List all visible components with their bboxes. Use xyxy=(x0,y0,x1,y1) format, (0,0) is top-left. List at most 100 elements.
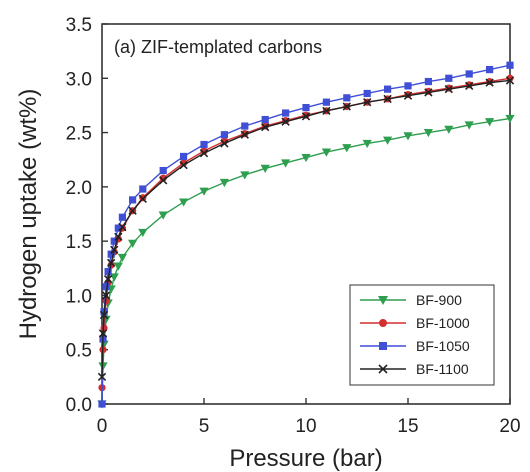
data-point xyxy=(199,149,209,158)
legend-item: BF-1050 xyxy=(360,338,470,354)
legend-label: BF-1050 xyxy=(416,338,470,354)
data-point xyxy=(281,159,291,168)
data-point xyxy=(240,171,250,180)
data-point xyxy=(139,185,147,193)
data-point xyxy=(113,262,123,271)
data-point xyxy=(445,74,453,82)
data-point xyxy=(282,109,290,117)
data-point xyxy=(423,128,433,138)
data-point xyxy=(99,310,109,320)
data-point xyxy=(383,136,393,145)
legend-label: BF-1000 xyxy=(416,315,470,331)
data-point xyxy=(363,89,371,98)
y-tick-label: 1.5 xyxy=(66,232,92,253)
data-point xyxy=(110,237,118,245)
data-point xyxy=(404,82,412,90)
y-tick-label: 3.5 xyxy=(66,15,92,36)
data-point xyxy=(180,152,188,161)
legend-marker xyxy=(379,342,387,350)
data-point xyxy=(363,98,372,107)
legend-label: BF-900 xyxy=(416,292,462,308)
data-point xyxy=(138,228,148,238)
x-axis-title: Pressure (bar) xyxy=(229,445,382,472)
x-tick-label: 5 xyxy=(199,416,210,437)
data-point xyxy=(322,106,331,116)
data-point xyxy=(505,76,515,85)
x-tick-label: 10 xyxy=(295,416,316,437)
data-point xyxy=(384,85,392,93)
data-point xyxy=(220,139,229,148)
x-tick-label: 15 xyxy=(397,416,418,437)
data-point xyxy=(159,176,168,185)
data-point xyxy=(118,222,127,232)
data-point xyxy=(342,102,351,111)
legend-item: BF-900 xyxy=(360,292,462,308)
data-point xyxy=(321,148,331,157)
data-point xyxy=(465,81,474,91)
data-point xyxy=(424,77,432,86)
data-point xyxy=(107,258,116,268)
data-point xyxy=(199,187,209,196)
data-point xyxy=(403,132,413,141)
data-point xyxy=(97,372,107,382)
series-bf-1050 xyxy=(98,61,514,408)
data-point xyxy=(179,160,188,170)
data-point xyxy=(424,88,433,97)
data-point xyxy=(261,122,270,132)
data-point xyxy=(486,66,494,74)
data-point xyxy=(99,340,109,349)
data-point xyxy=(102,283,110,291)
data-point xyxy=(302,104,310,112)
y-tick-label: 2.5 xyxy=(66,124,92,145)
data-point xyxy=(506,61,514,69)
data-point xyxy=(128,206,137,215)
data-point xyxy=(383,94,392,104)
data-point xyxy=(464,121,474,130)
data-point xyxy=(465,70,473,78)
data-point xyxy=(159,174,167,182)
legend-marker xyxy=(379,319,387,327)
data-point xyxy=(103,274,113,284)
data-point xyxy=(129,196,137,204)
x-tick-label: 0 xyxy=(97,416,108,437)
series-bf-1100 xyxy=(97,76,515,382)
data-point xyxy=(158,211,168,220)
data-point xyxy=(343,94,351,102)
data-point xyxy=(485,118,495,127)
data-point xyxy=(98,400,106,408)
x-tick-label: 20 xyxy=(499,416,520,437)
y-tick-label: 1.0 xyxy=(66,286,92,307)
data-point xyxy=(114,224,122,232)
data-point xyxy=(98,329,108,338)
data-point xyxy=(110,245,119,254)
data-point xyxy=(485,78,494,87)
data-point xyxy=(403,91,413,100)
data-point xyxy=(220,131,228,139)
data-point xyxy=(200,140,208,149)
data-point xyxy=(301,112,311,121)
y-tick-label: 0.5 xyxy=(66,341,92,362)
axis-ticks: 0 5 10 15 20 0.0 0.5 1.0 1.5 2.0 2.5 3.0 3.5 xyxy=(66,15,521,437)
data-point xyxy=(118,213,126,221)
data-point xyxy=(322,98,330,106)
y-tick-label: 3.0 xyxy=(66,69,92,90)
data-point xyxy=(219,178,229,188)
data-point xyxy=(240,130,249,139)
series-layer xyxy=(97,61,515,409)
data-point xyxy=(444,125,454,134)
data-point xyxy=(281,117,290,126)
data-point xyxy=(241,122,249,130)
data-point xyxy=(505,114,515,124)
data-point xyxy=(138,194,147,203)
legend-marker xyxy=(378,364,388,374)
legend-marker xyxy=(378,296,388,305)
data-point xyxy=(301,153,311,163)
data-point xyxy=(362,139,372,149)
annotation-label: (a) ZIF-templated carbons xyxy=(114,37,322,57)
y-tick-label: 0.0 xyxy=(66,395,92,416)
data-point xyxy=(107,250,115,258)
legend-item: BF-1000 xyxy=(360,315,470,331)
data-point xyxy=(109,273,119,282)
y-tick-label: 2.0 xyxy=(66,178,92,199)
legend-item: BF-1100 xyxy=(360,361,469,377)
